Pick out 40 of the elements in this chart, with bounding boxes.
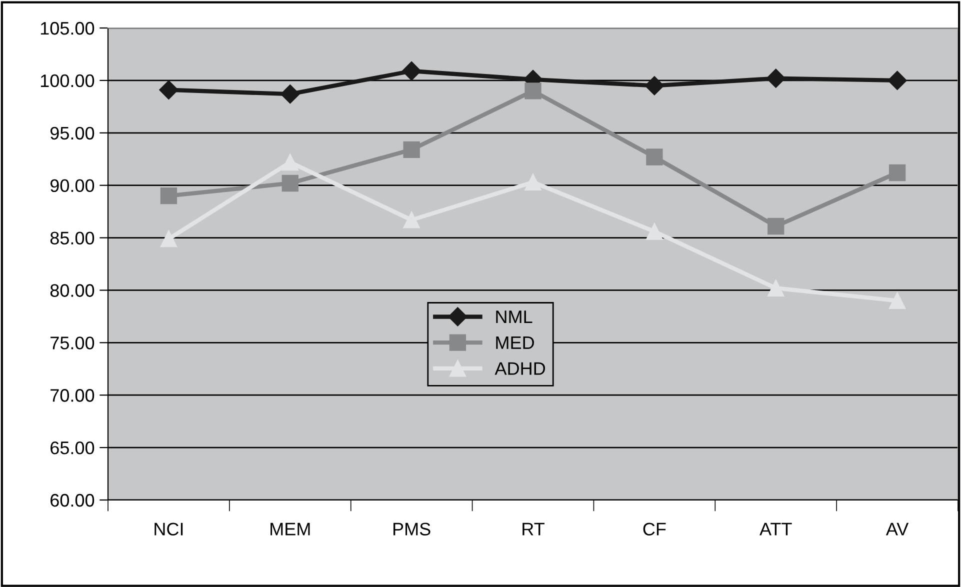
y-tick-label: 75.00 bbox=[50, 336, 94, 350]
y-tick-label: 100.00 bbox=[40, 74, 94, 88]
point bbox=[766, 68, 786, 88]
y-tick-label: 95.00 bbox=[50, 126, 94, 140]
point bbox=[403, 141, 420, 158]
point bbox=[524, 82, 542, 100]
x-tick-label: PMS bbox=[393, 522, 430, 536]
y-tick-label: 85.00 bbox=[50, 232, 94, 244]
x-tick-label: MEM bbox=[270, 522, 310, 536]
point bbox=[646, 148, 663, 166]
point bbox=[888, 292, 906, 310]
point bbox=[768, 280, 784, 296]
y-tick-label: 80.00 bbox=[50, 284, 94, 297]
x-tick-label: CF bbox=[643, 522, 666, 536]
x-tick-label: ATT bbox=[760, 522, 792, 536]
point bbox=[768, 218, 784, 235]
x-tick-label: RT bbox=[522, 522, 544, 536]
point bbox=[160, 230, 178, 248]
point bbox=[644, 76, 664, 96]
point bbox=[403, 212, 420, 228]
point bbox=[888, 70, 907, 90]
point bbox=[524, 174, 542, 191]
y-tick-label: 70.00 bbox=[50, 389, 94, 402]
x-tick-label: NCI bbox=[154, 522, 183, 536]
y-tick-label: 65.00 bbox=[50, 441, 94, 454]
point bbox=[282, 174, 298, 192]
point bbox=[160, 187, 178, 204]
legend-label: ADHD bbox=[494, 362, 546, 375]
y-tick-label: 90.00 bbox=[50, 179, 94, 192]
x-tick-label: AV bbox=[886, 522, 909, 536]
y-tick-label: 60.00 bbox=[50, 494, 94, 507]
point bbox=[646, 223, 663, 240]
legend-label: MED bbox=[496, 336, 534, 349]
point bbox=[888, 164, 906, 182]
y-tick-label: 105.00 bbox=[40, 22, 94, 35]
point bbox=[280, 84, 300, 104]
point bbox=[159, 80, 178, 100]
legend-label: NML bbox=[496, 310, 532, 324]
point bbox=[282, 154, 298, 171]
point bbox=[402, 61, 422, 81]
